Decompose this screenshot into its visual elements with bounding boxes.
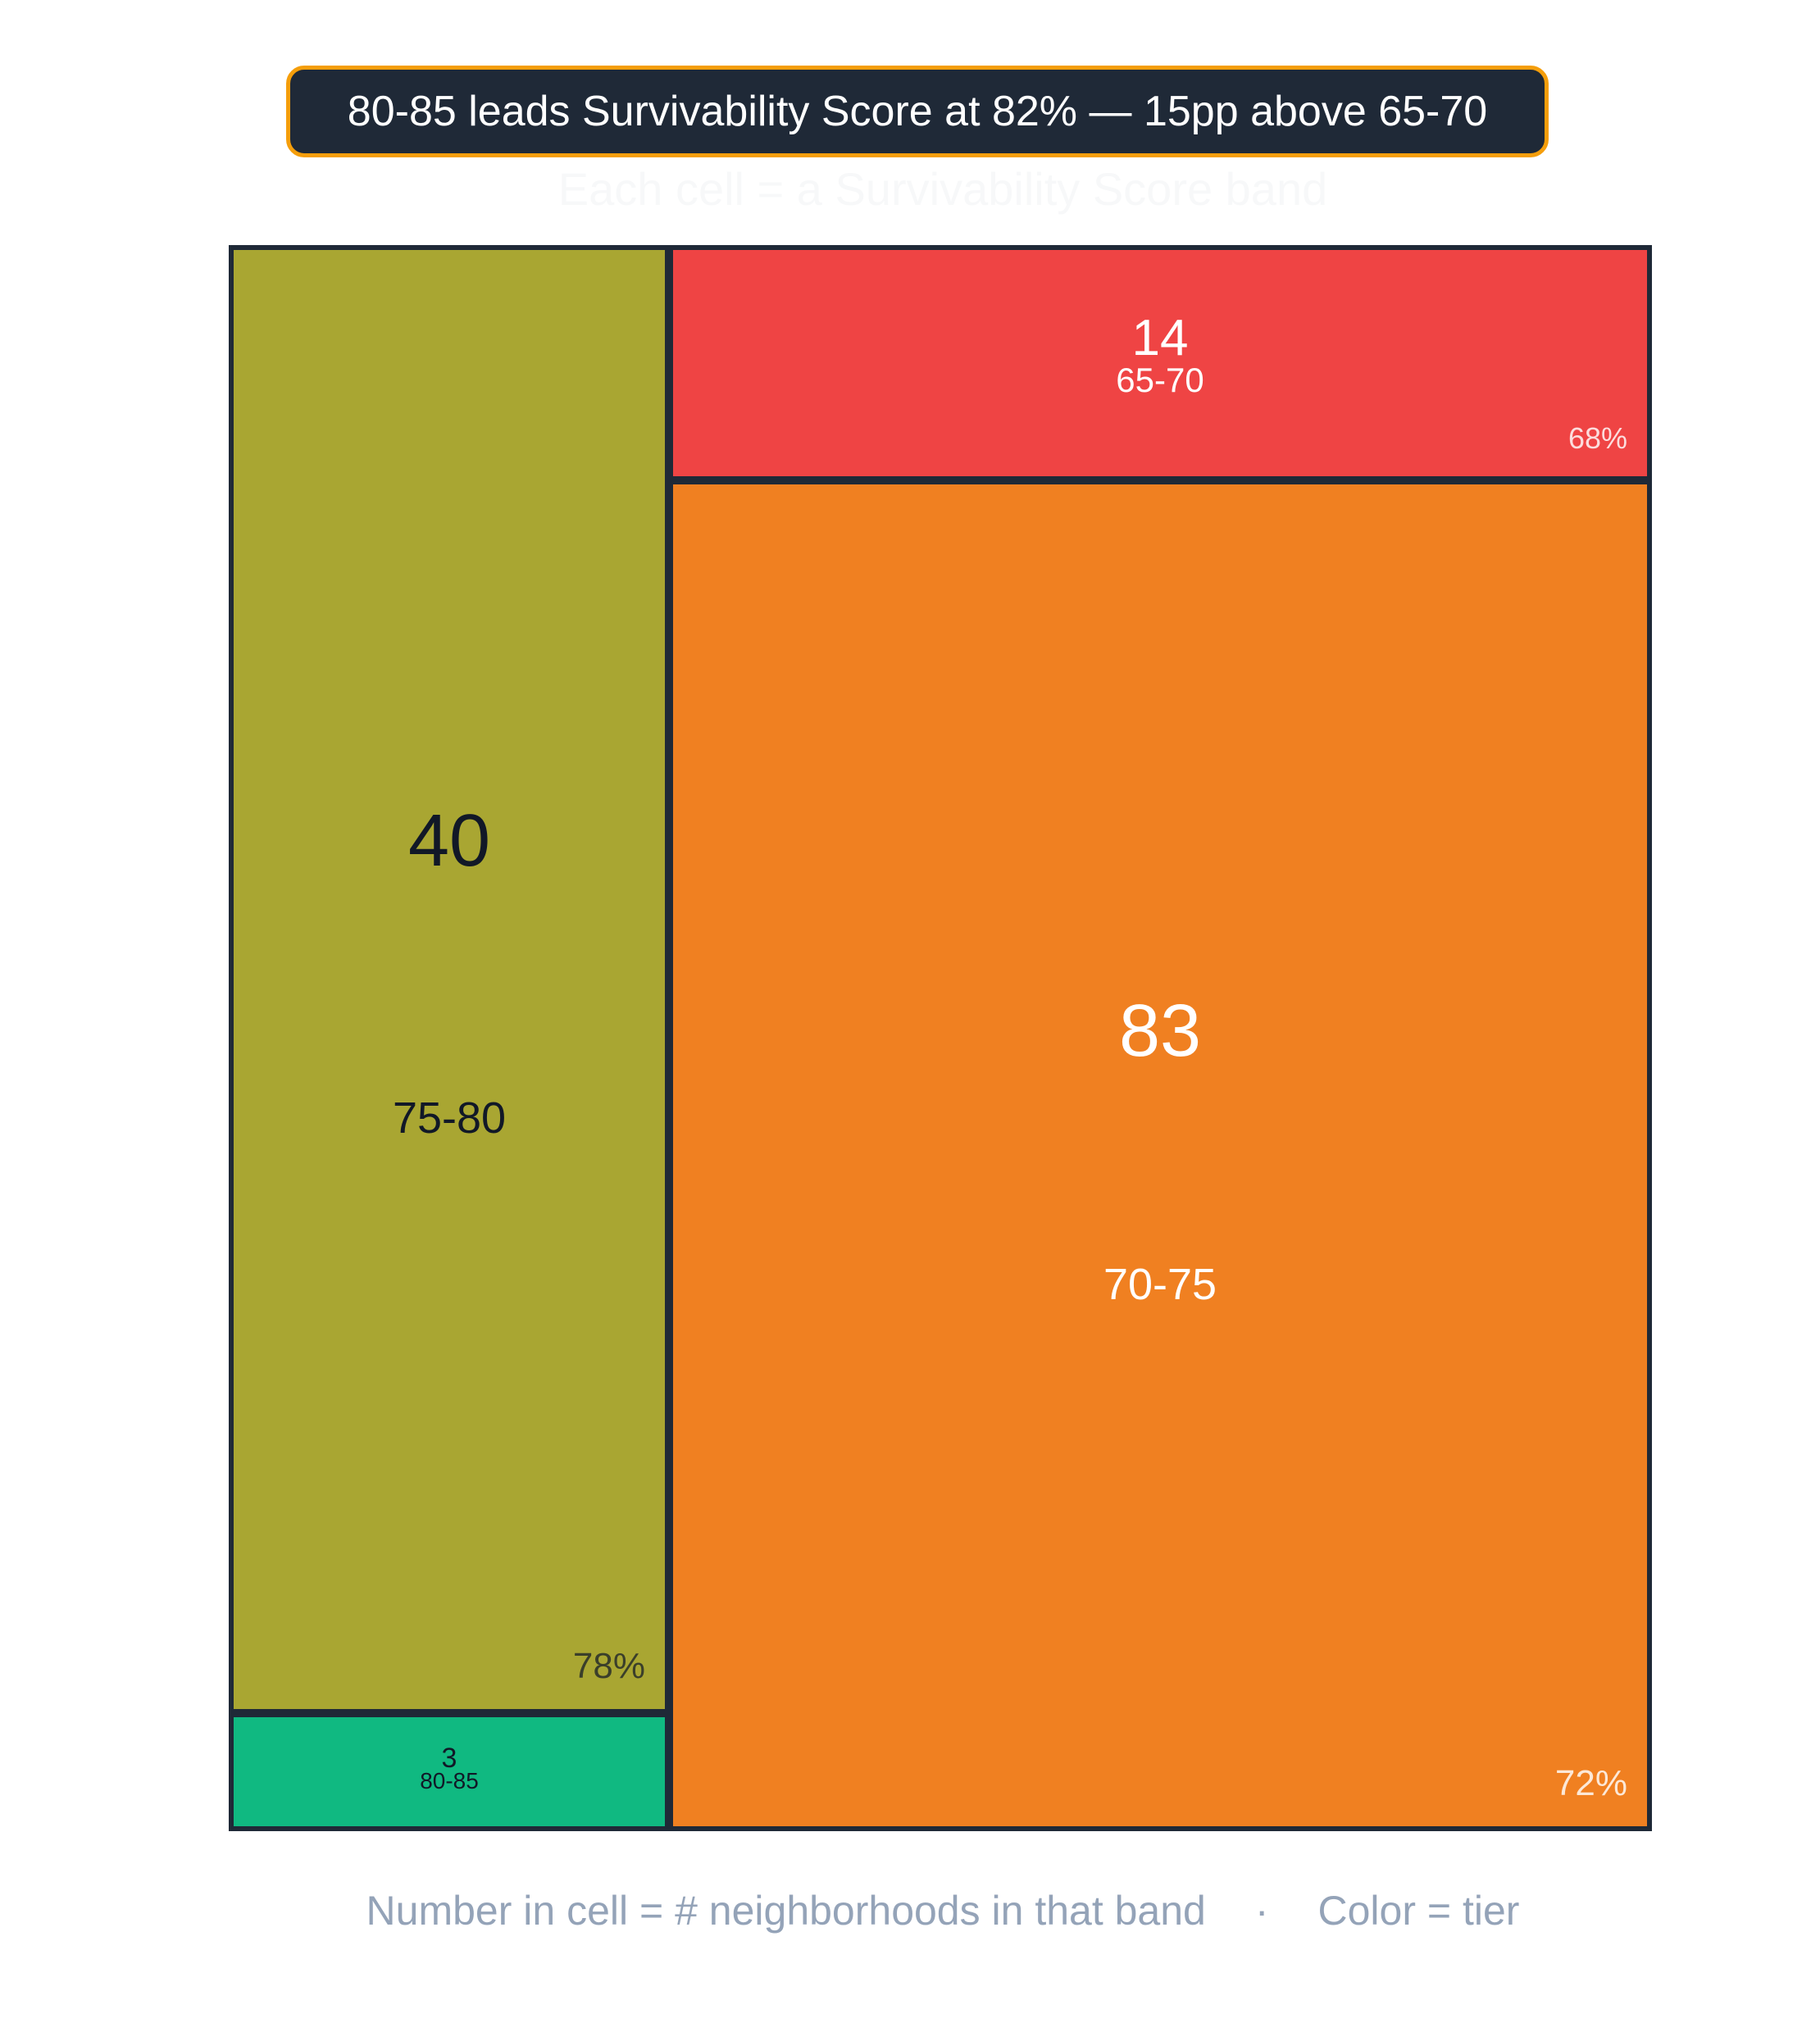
footer-separator: · (1254, 1888, 1269, 1934)
cell-score: 68% (1567, 421, 1627, 455)
footer-color-note: Color = tier (1317, 1888, 1520, 1934)
treemap-cell-65-70: 14 65-70 68% (673, 250, 1647, 476)
cell-band-label: 70-75 (1103, 1260, 1217, 1309)
treemap: 40 75-80 78% 3 80-85 14 65-70 68% 83 70-75 72% (229, 245, 1652, 1831)
treemap-cell-70-75: 83 70-75 72% (673, 484, 1647, 1826)
cell-count: 3 (441, 1743, 457, 1774)
treemap-cell-75-80: 40 75-80 78% (234, 250, 665, 1709)
cell-band-label: 80-85 (420, 1768, 479, 1793)
chart-footer: Number in cell = # neighborhoods in that… (0, 1887, 1820, 1934)
chart-subtitle: Each cell = a Survivability Score band (557, 163, 1328, 215)
cell-band-label: 75-80 (392, 1093, 507, 1143)
cell-count: 40 (407, 800, 491, 882)
footer-count-note: Number in cell = # neighborhoods in that… (366, 1888, 1206, 1934)
cell-count: 83 (1118, 990, 1202, 1072)
cell-count: 14 (1131, 310, 1189, 366)
cell-score: 72% (1554, 1763, 1627, 1803)
cell-band-label: 65-70 (1116, 361, 1204, 399)
cell-score: 78% (572, 1646, 645, 1686)
chart-title: 80-85 leads Survivability Score at 82% —… (286, 66, 1549, 157)
treemap-cell-80-85: 3 80-85 (234, 1717, 665, 1826)
